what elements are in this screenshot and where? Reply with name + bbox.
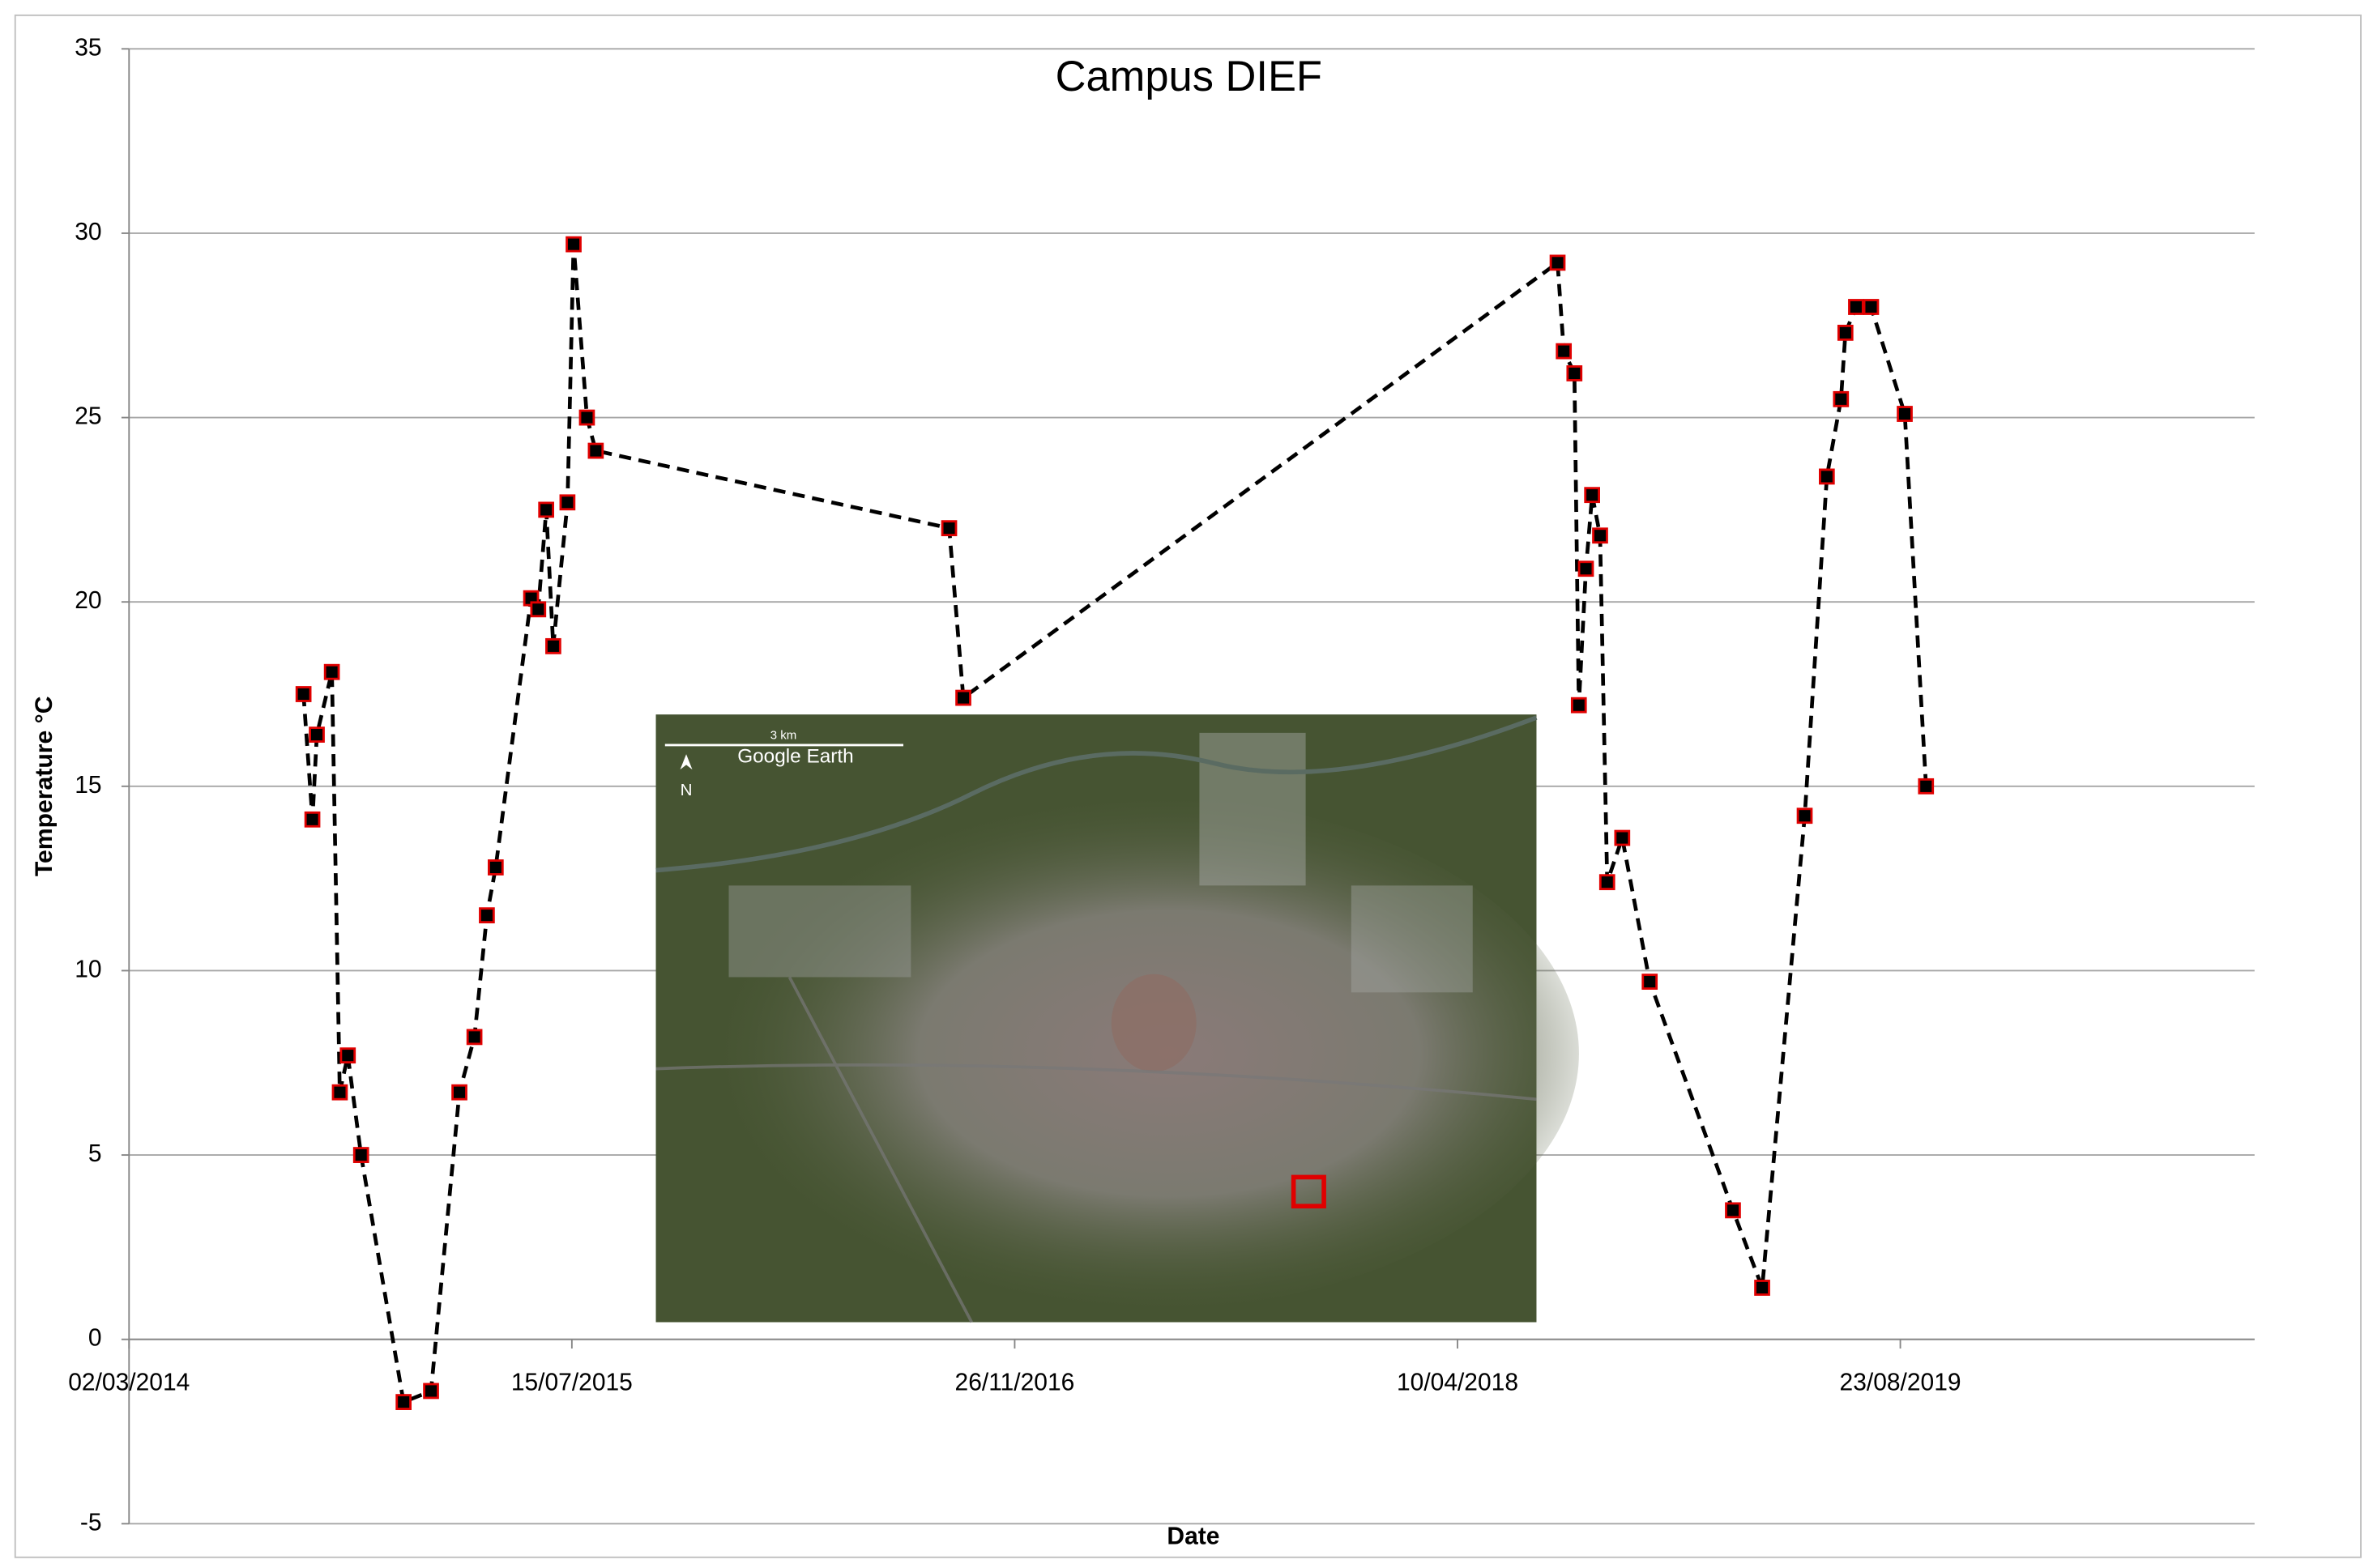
marker (1918, 778, 1935, 795)
marker (1549, 254, 1566, 271)
map-credit: Google Earth (737, 745, 853, 767)
map-industrial (1351, 885, 1473, 993)
map-road (655, 976, 1537, 1323)
x-tick-label: 02/03/2014 (68, 1369, 190, 1395)
map-inset: 3 km Google Earth N (655, 714, 1579, 1323)
x-tick-label: 26/11/2016 (955, 1369, 1075, 1395)
marker (1725, 1202, 1741, 1219)
marker (1641, 974, 1658, 991)
map-industrial (728, 885, 911, 978)
marker (1833, 390, 1850, 407)
y-tick-label: 30 (75, 219, 101, 245)
map-industrial (1199, 732, 1306, 886)
y-tick-label: 20 (75, 587, 101, 614)
marker (423, 1383, 439, 1400)
marker (352, 1147, 369, 1163)
marker (1837, 324, 1854, 341)
location-marker (1291, 1174, 1326, 1209)
marker (339, 1047, 356, 1064)
marker (1614, 829, 1631, 846)
y-tick-label: 10 (75, 956, 101, 982)
x-tick-label: 23/08/2019 (1840, 1369, 1961, 1395)
y-tick-label: 25 (75, 403, 101, 429)
marker (479, 907, 495, 924)
y-tick-label: 5 (88, 1140, 102, 1167)
marker (1598, 874, 1615, 891)
marker (323, 663, 340, 680)
marker (1848, 299, 1864, 315)
marker (295, 686, 312, 702)
marker (466, 1029, 483, 1046)
marker (1754, 1280, 1770, 1296)
map-scale-label: 3 km (770, 729, 796, 743)
marker (1577, 560, 1594, 577)
y-tick-label: -5 (80, 1509, 102, 1536)
marker (538, 501, 554, 518)
north-arrow (680, 754, 693, 770)
marker (545, 637, 561, 654)
marker (1897, 406, 1913, 422)
marker (451, 1084, 467, 1101)
marker (955, 689, 971, 706)
map-centre (1111, 974, 1197, 1072)
marker (1566, 365, 1583, 381)
marker (1819, 468, 1835, 485)
marker (488, 859, 504, 876)
x-axis-label: Date (1167, 1523, 1219, 1549)
marker (309, 726, 325, 743)
marker (331, 1084, 348, 1101)
chart-title: Campus DIEF (1056, 53, 1322, 100)
marker (1863, 299, 1880, 315)
marker (1592, 527, 1608, 544)
marker (566, 236, 582, 253)
marker (1556, 343, 1573, 360)
marker (304, 811, 321, 828)
marker (530, 601, 547, 618)
marker (559, 494, 576, 511)
marker (1584, 487, 1600, 504)
north-label: N (681, 781, 693, 799)
map-road (655, 715, 1538, 873)
x-tick-label: 15/07/2015 (511, 1369, 633, 1395)
y-tick-label: 15 (75, 772, 101, 799)
marker (395, 1394, 412, 1410)
marker (941, 520, 958, 537)
marker (578, 409, 595, 426)
marker (587, 442, 604, 459)
x-tick-label: 10/04/2018 (1397, 1369, 1518, 1395)
y-tick-label: 0 (88, 1325, 102, 1352)
marker (1570, 697, 1587, 714)
y-tick-label: 35 (75, 34, 101, 61)
marker (1796, 807, 1813, 824)
y-axis-label: Temperature °C (31, 697, 58, 877)
